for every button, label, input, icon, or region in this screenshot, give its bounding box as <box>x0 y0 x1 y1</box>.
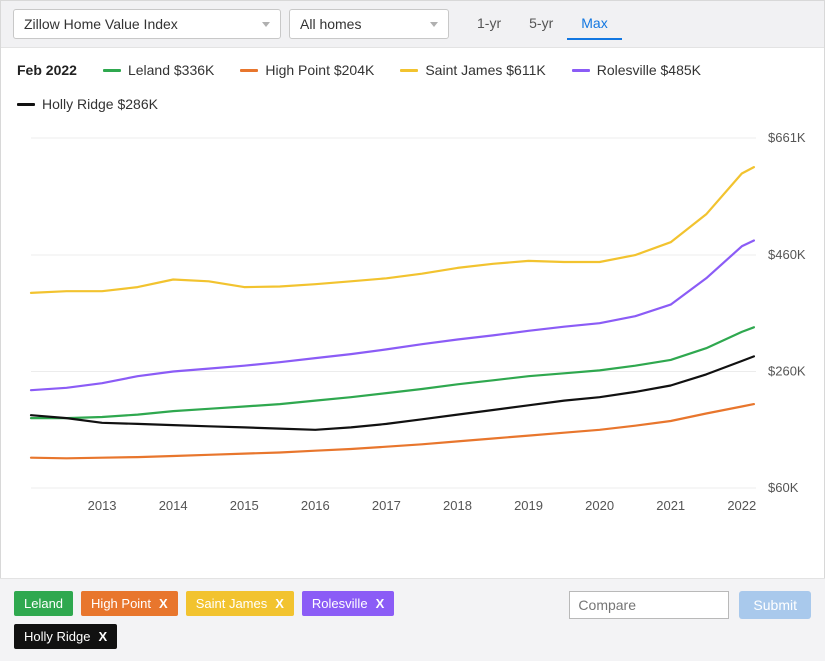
svg-text:2022: 2022 <box>727 498 756 513</box>
svg-text:2015: 2015 <box>230 498 259 513</box>
legend-label: High Point $204K <box>265 62 374 78</box>
svg-text:$460K: $460K <box>768 247 806 262</box>
compare-input[interactable] <box>569 591 729 619</box>
svg-text:2013: 2013 <box>88 498 117 513</box>
type-dropdown[interactable]: All homes <box>289 9 449 39</box>
chip-label: Saint James <box>196 596 268 611</box>
chevron-down-icon <box>430 22 438 27</box>
close-icon[interactable]: X <box>159 596 168 611</box>
svg-text:$260K: $260K <box>768 364 806 379</box>
legend-item: Saint James $611K <box>400 62 545 78</box>
footer: Leland High Point X Saint James X Rolesville X… <box>0 578 825 661</box>
legend-item: Leland $336K <box>103 62 214 78</box>
toolbar: Zillow Home Value Index All homes 1-yr5-… <box>1 1 824 48</box>
series-leland <box>31 327 754 418</box>
chip-label: High Point <box>91 596 151 611</box>
legend-swatch <box>17 103 35 106</box>
legend-date: Feb 2022 <box>17 62 77 78</box>
series-high-point <box>31 404 754 458</box>
close-icon[interactable]: X <box>275 596 284 611</box>
chip-label: Holly Ridge <box>24 629 90 644</box>
close-icon[interactable]: X <box>98 629 107 644</box>
submit-button[interactable]: Submit <box>739 591 811 619</box>
legend-item: Holly Ridge $286K <box>17 96 158 112</box>
chip-leland[interactable]: Leland <box>14 591 73 616</box>
legend: Feb 2022 Leland $336K High Point $204K Sai… <box>1 48 824 118</box>
svg-text:$60K: $60K <box>768 480 799 495</box>
range-group: 1-yr5-yrMax <box>463 8 622 40</box>
svg-text:2019: 2019 <box>514 498 543 513</box>
svg-text:2021: 2021 <box>656 498 685 513</box>
metric-dropdown-label: Zillow Home Value Index <box>24 16 178 32</box>
chart: $60K $260K $460K $661K 2013 2014 2015 2016 2017 2… <box>11 118 816 518</box>
legend-swatch <box>400 69 418 72</box>
chip-label: Leland <box>24 596 63 611</box>
chip-label: Rolesville <box>312 596 368 611</box>
chip-saint-james[interactable]: Saint James X <box>186 591 294 616</box>
footer-right: Submit <box>569 591 811 619</box>
svg-text:$661K: $661K <box>768 130 806 145</box>
svg-text:2016: 2016 <box>301 498 330 513</box>
svg-text:2018: 2018 <box>443 498 472 513</box>
legend-item: High Point $204K <box>240 62 374 78</box>
chevron-down-icon <box>262 22 270 27</box>
range-1-yr[interactable]: 1-yr <box>463 8 515 40</box>
chip-holly-ridge[interactable]: Holly Ridge X <box>14 624 117 649</box>
legend-label: Leland $336K <box>128 62 214 78</box>
legend-label: Holly Ridge $286K <box>42 96 158 112</box>
legend-swatch <box>572 69 590 72</box>
range-5-yr[interactable]: 5-yr <box>515 8 567 40</box>
svg-text:2017: 2017 <box>372 498 401 513</box>
chip-rolesville[interactable]: Rolesville X <box>302 591 394 616</box>
legend-swatch <box>103 69 121 72</box>
close-icon[interactable]: X <box>376 596 385 611</box>
svg-text:2020: 2020 <box>585 498 614 513</box>
range-max[interactable]: Max <box>567 8 621 40</box>
series-saint-james <box>31 167 754 293</box>
metric-dropdown[interactable]: Zillow Home Value Index <box>13 9 281 39</box>
type-dropdown-label: All homes <box>300 16 361 32</box>
legend-label: Rolesville $485K <box>597 62 701 78</box>
legend-swatch <box>240 69 258 72</box>
series-rolesville <box>31 241 754 391</box>
legend-item: Rolesville $485K <box>572 62 701 78</box>
svg-text:2014: 2014 <box>159 498 188 513</box>
legend-label: Saint James $611K <box>425 62 545 78</box>
chip-row: Leland High Point X Saint James X Rolesville X… <box>14 591 474 649</box>
chip-high-point[interactable]: High Point X <box>81 591 178 616</box>
